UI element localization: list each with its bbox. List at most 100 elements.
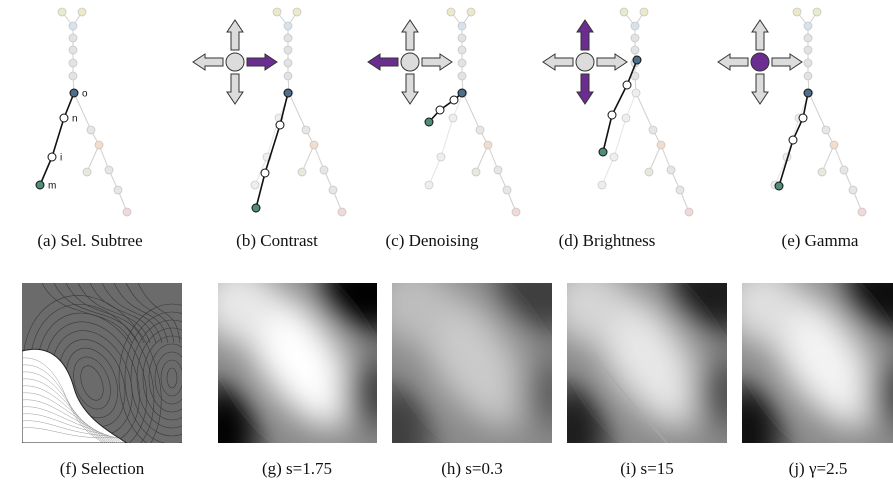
tree-node — [840, 166, 848, 174]
tree-node — [87, 126, 95, 134]
selected-node — [284, 89, 292, 97]
tree-edge — [636, 93, 653, 130]
center-knob — [576, 53, 594, 71]
tree-node — [310, 141, 318, 149]
ghost-node — [622, 114, 630, 122]
tree-node — [512, 208, 520, 216]
center-knob — [401, 53, 419, 71]
tree-node — [631, 46, 639, 54]
direction-arrow — [597, 54, 627, 70]
tree-node — [804, 34, 812, 42]
dark-blob — [188, 383, 258, 481]
tree-node — [284, 22, 292, 30]
bright-blob — [547, 263, 627, 343]
caption: (c) Denoising — [385, 231, 479, 250]
direction-widget — [368, 20, 452, 104]
selected-node — [623, 81, 631, 89]
image-panel — [712, 253, 893, 481]
selected-node — [70, 89, 78, 97]
selected-node — [458, 89, 466, 97]
tree-edge — [649, 145, 661, 172]
tree-node — [657, 141, 665, 149]
tree-node — [849, 186, 857, 194]
tree-node — [818, 168, 826, 176]
direction-widget — [543, 20, 627, 104]
tree-node — [676, 186, 684, 194]
tree-node — [858, 208, 866, 216]
tree-node — [302, 126, 310, 134]
selected-node — [450, 96, 458, 104]
direction-arrow — [543, 54, 573, 70]
ghost-node — [251, 181, 259, 189]
selected-node — [436, 106, 444, 114]
ghost-node — [610, 153, 618, 161]
tree-node — [667, 166, 675, 174]
tree-node — [476, 126, 484, 134]
node-label: m — [48, 181, 56, 192]
figure: onim(a) Sel. Subtree(b) Contrast(c) Deno… — [0, 0, 893, 481]
selected-node — [633, 56, 641, 64]
direction-arrow — [577, 20, 593, 50]
direction-arrow — [577, 74, 593, 104]
direction-arrow — [718, 54, 748, 70]
tree-node — [804, 72, 812, 80]
selected-node — [599, 148, 607, 156]
caption: (g) s=1.75 — [262, 459, 332, 478]
tree-panel — [251, 8, 346, 216]
tree-node — [69, 34, 77, 42]
direction-arrow — [772, 54, 802, 70]
tree-node — [631, 22, 639, 30]
direction-widget — [718, 20, 802, 104]
tree-node — [804, 46, 812, 54]
dark-blob — [692, 358, 742, 428]
tree-node — [458, 46, 466, 54]
selected-node — [804, 89, 812, 97]
ghost-node — [632, 89, 640, 97]
direction-arrow — [247, 54, 277, 70]
tree-node — [830, 141, 838, 149]
direction-widget — [193, 20, 277, 104]
direction-arrow — [422, 54, 452, 70]
tree-panel — [598, 8, 693, 216]
caption: (f) Selection — [60, 459, 145, 478]
tree-node — [804, 59, 812, 67]
tree-node — [69, 72, 77, 80]
ghost-node — [437, 153, 445, 161]
selected-node — [261, 169, 269, 177]
node-label: o — [82, 89, 88, 100]
ghost-node — [449, 114, 457, 122]
tree-node — [645, 168, 653, 176]
tree-node — [78, 8, 86, 16]
selected-edge — [256, 93, 288, 208]
selected-node — [252, 204, 260, 212]
selected-node — [775, 182, 783, 190]
tree-edge — [476, 145, 488, 172]
direction-arrow — [227, 74, 243, 104]
center-knob — [226, 53, 244, 71]
selected-node — [48, 153, 56, 161]
tree-node — [69, 46, 77, 54]
direction-arrow — [193, 54, 223, 70]
tree-edge — [809, 93, 826, 130]
tree-node — [58, 8, 66, 16]
tree-node — [458, 59, 466, 67]
tree-node — [284, 34, 292, 42]
caption: (h) s=0.3 — [441, 459, 503, 478]
tree-node — [458, 34, 466, 42]
ghost-edge — [614, 118, 626, 157]
caption: (i) s=15 — [620, 459, 674, 478]
tree-node — [284, 46, 292, 54]
direction-arrow — [752, 20, 768, 50]
dark-blob — [517, 358, 567, 428]
center-knob — [751, 53, 769, 71]
image-panel — [188, 253, 423, 481]
tree-edge — [463, 93, 480, 130]
selected-node — [608, 111, 616, 119]
ghost-edge — [429, 157, 441, 185]
tree-node — [822, 126, 830, 134]
direction-arrow — [402, 74, 418, 104]
tree-node — [458, 22, 466, 30]
tree-node — [494, 166, 502, 174]
bright-blob — [722, 263, 802, 343]
selected-node — [60, 114, 68, 122]
